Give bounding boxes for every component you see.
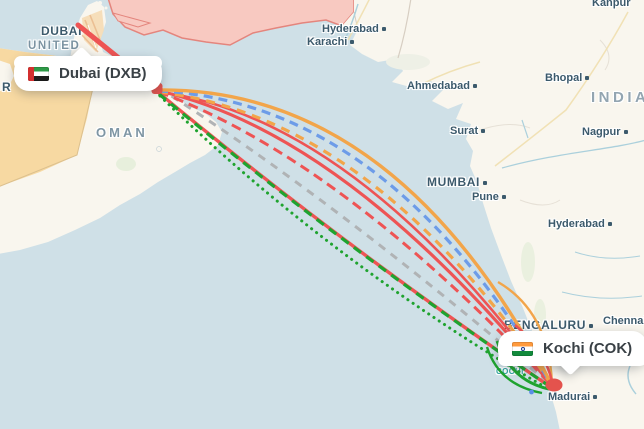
city-label: DUBAI: [41, 24, 82, 38]
city-label: Madurai: [548, 391, 598, 403]
city-label-text: R: [2, 80, 12, 94]
roads: [347, 0, 629, 167]
city-label: Nagpur: [582, 126, 628, 138]
route-green-curl-2[interactable]: [485, 346, 543, 395]
city-label: Chennai: [603, 315, 644, 327]
land-qatar: [0, 60, 14, 92]
route-orange-curl[interactable]: [497, 280, 554, 385]
ghats-forest-1: [521, 242, 535, 282]
cok-blue-marker: [529, 389, 534, 395]
city-label: Surat: [450, 125, 486, 137]
tooltip-pointer-mask: [498, 352, 644, 366]
city-dot-icon: [593, 395, 598, 400]
city-dot-icon: [607, 222, 612, 227]
origin-tooltip-label: Dubai (DXB): [59, 65, 147, 82]
city-label-text: Ahmedabad: [407, 80, 470, 92]
route-gray-dashed[interactable]: [158, 86, 554, 389]
country-label-text: UNITED: [28, 40, 81, 52]
city-label-text: Hyderabad: [548, 218, 605, 230]
saudi-border: [0, 87, 94, 187]
route-blue-dashed[interactable]: [158, 89, 554, 387]
city-label-text: Nagpur: [582, 126, 621, 138]
country-label-text: INDIA: [591, 89, 644, 106]
city-label-text: Kanpur: [592, 0, 631, 9]
city-label-text: DUBAI: [41, 24, 82, 38]
qeshm-island: [111, 12, 152, 28]
country-label-text: OMAN: [96, 125, 148, 140]
city-label: Hyderabad: [548, 218, 612, 230]
city-label: BENGALURU: [504, 318, 594, 332]
city-label: COCHI: [496, 367, 524, 377]
city-label-text: COCHI: [496, 367, 524, 376]
route-orange-solid[interactable]: [158, 88, 555, 388]
route-red-solid-2[interactable]: [159, 90, 553, 386]
city-label: R: [2, 80, 12, 94]
city-dot-icon: [381, 27, 386, 32]
city-label-text: MUMBAI: [427, 175, 480, 189]
tooltip-pointer-mask: [14, 56, 162, 70]
route-green-dotted[interactable]: [158, 94, 552, 392]
country-label: INDIA: [591, 89, 644, 107]
palm-island: [98, 1, 102, 5]
city-label: Kanpur: [592, 0, 631, 9]
route-red-dashed[interactable]: [158, 90, 555, 389]
city-dot-icon: [350, 40, 355, 45]
city-label-text: Karachi: [307, 36, 348, 48]
rann-of-kutch: [386, 54, 430, 70]
city-label-text: Chennai: [603, 315, 644, 327]
city-dot-icon: [623, 130, 628, 135]
country-label: OMAN: [96, 125, 148, 140]
city-dot-icon: [501, 195, 506, 200]
destination-tooltip[interactable]: Kochi (COK): [498, 331, 644, 376]
city-label: Karachi: [307, 36, 355, 48]
city-label: Ahmedabad: [407, 80, 477, 92]
oman-island: [156, 146, 162, 152]
city-dot-icon: [472, 84, 477, 89]
city-label-text: Surat: [450, 125, 479, 137]
city-label-text: Hyderabad: [322, 23, 379, 35]
destination-tooltip-label: Kochi (COK): [543, 340, 633, 357]
rivers: [343, 3, 644, 395]
route-red-under-green[interactable]: [157, 91, 553, 390]
city-label-text: Bhopal: [545, 72, 583, 84]
state-borders: [479, 39, 610, 206]
city-label-text: BENGALURU: [504, 318, 587, 332]
city-label: Pune: [472, 191, 506, 203]
city-label-text: Pune: [472, 191, 499, 203]
green-patch-oman: [116, 157, 136, 171]
city-dot-icon: [481, 129, 486, 134]
city-label: Bhopal: [545, 72, 590, 84]
route-red-solid-1[interactable]: [158, 89, 555, 389]
route-green-dashed[interactable]: [157, 92, 553, 390]
country-label: UNITED: [28, 40, 80, 53]
city-label: Hyderabad: [322, 23, 386, 35]
city-dot-icon: [482, 180, 487, 185]
uae-flag-icon: [28, 66, 49, 81]
small-island: [104, 6, 108, 10]
city-label-text: Madurai: [548, 391, 591, 403]
india-flag-icon: [512, 341, 533, 356]
city-label: MUMBAI: [427, 175, 487, 189]
city-dot-icon: [589, 323, 594, 328]
city-dot-icon: [585, 76, 590, 81]
oman-islet: [165, 151, 169, 155]
origin-tooltip[interactable]: Dubai (DXB): [14, 46, 162, 91]
route-orange-dashed[interactable]: [158, 90, 555, 388]
pak-india-border: [397, 0, 412, 59]
cok-airport-marker[interactable]: [545, 378, 563, 392]
